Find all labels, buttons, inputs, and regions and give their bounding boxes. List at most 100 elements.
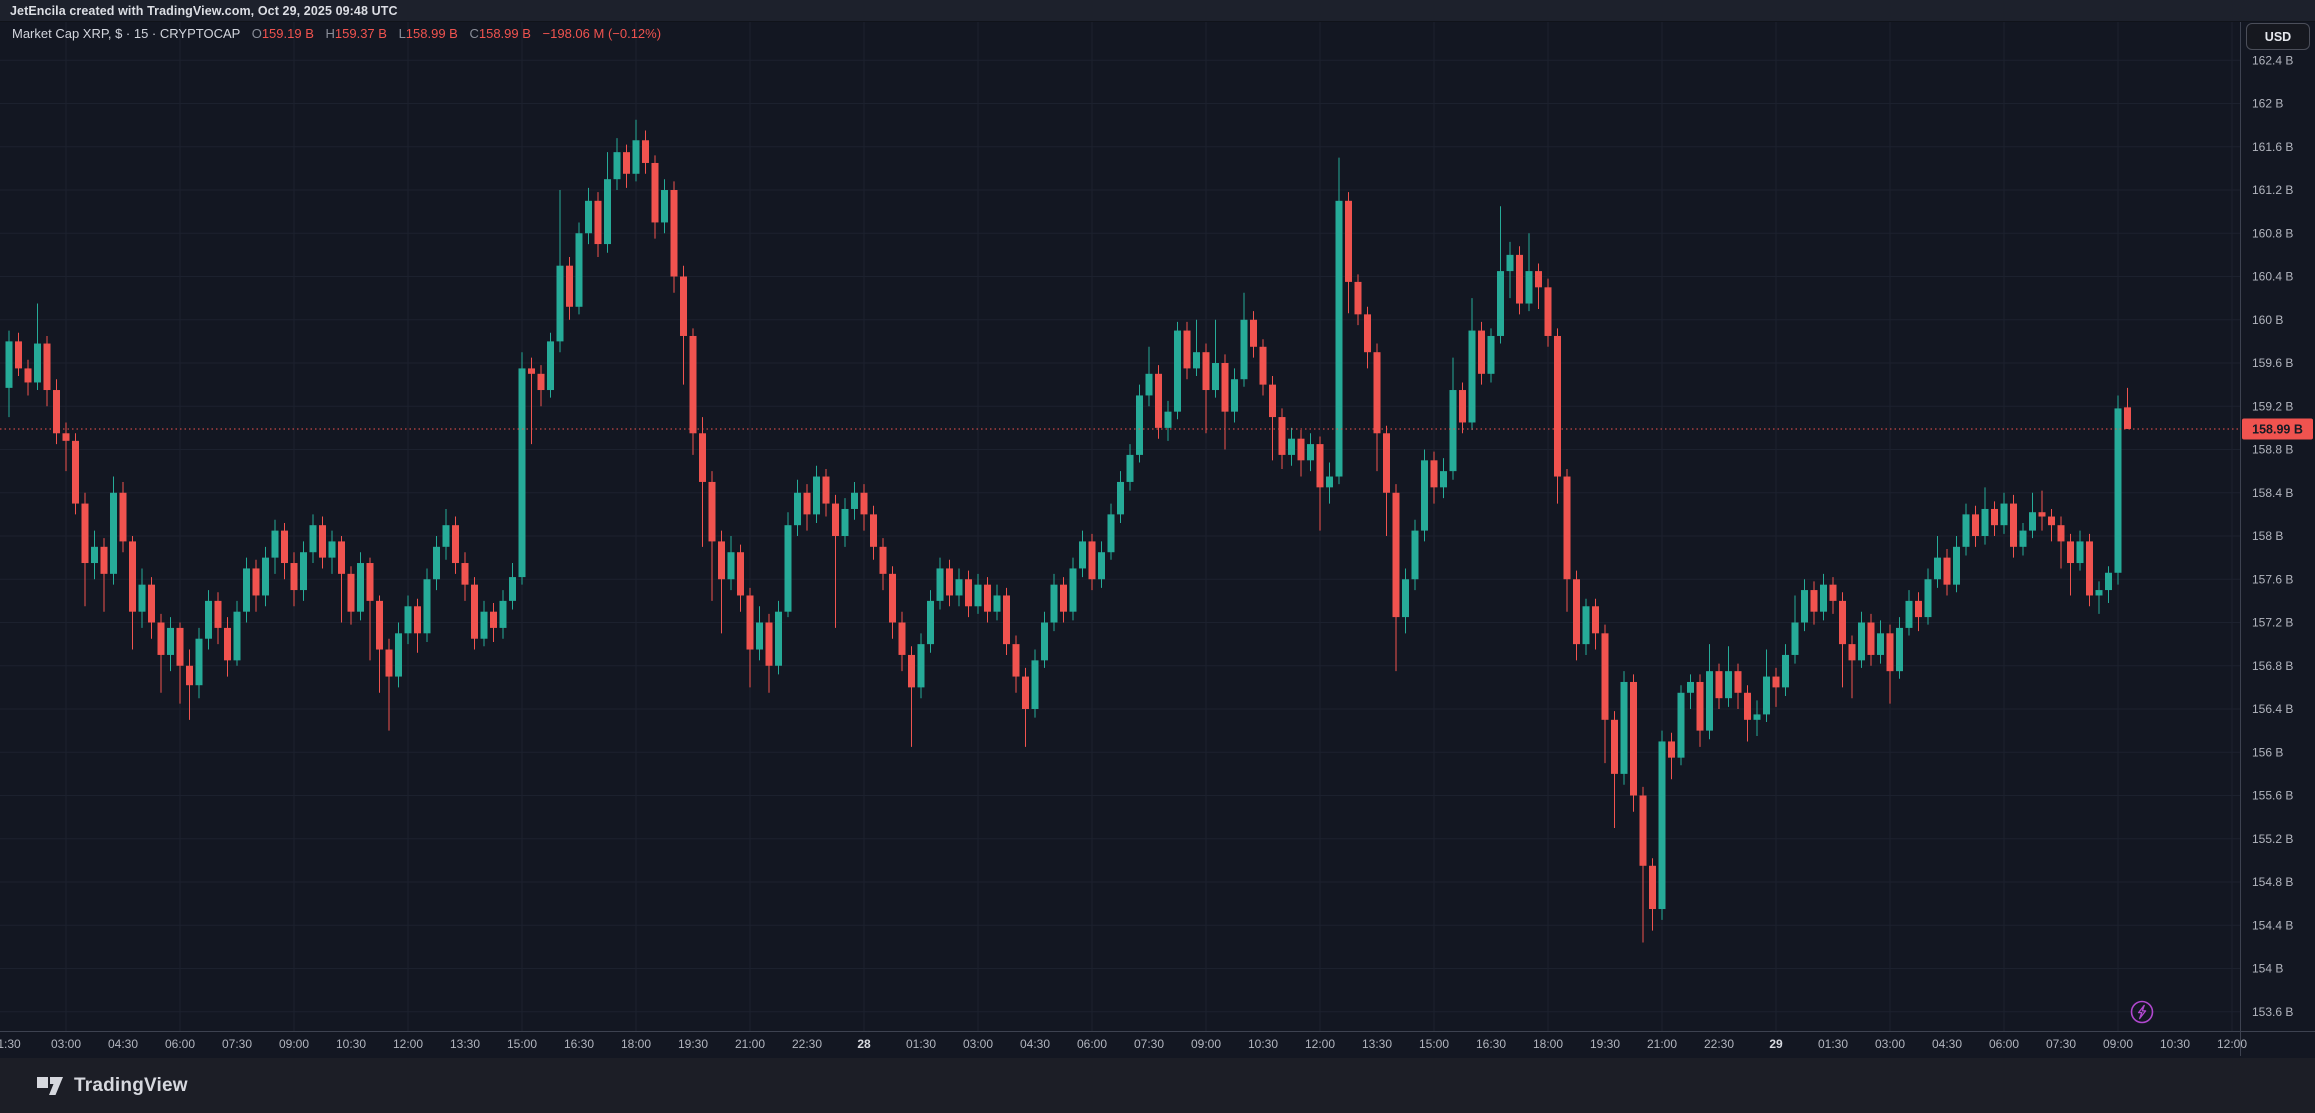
candle-down — [642, 140, 649, 163]
candle-up — [1145, 373, 1153, 396]
candle-down — [186, 665, 193, 686]
time-tick-label: 06:00 — [165, 1037, 195, 1051]
candle-down — [1639, 795, 1647, 866]
candle-up — [423, 579, 431, 634]
candle-down — [1611, 719, 1618, 774]
time-tick-label: 15:00 — [1419, 1037, 1449, 1051]
candle-up — [851, 492, 858, 509]
candle-up — [1164, 411, 1172, 428]
candle-down — [1601, 633, 1609, 720]
candle-down — [803, 492, 811, 515]
candle-down — [1972, 514, 1979, 536]
candle-up — [205, 600, 212, 639]
price-tick-label: 160 B — [2252, 313, 2283, 327]
close-label: C — [469, 26, 479, 41]
candle-down — [1022, 676, 1029, 709]
time-scale[interactable]: 1:30 03:00 04:30 06:00 07:30 09:00 10:30 12:00 1… — [0, 1037, 2247, 1051]
candle-down — [1715, 671, 1723, 699]
candle-up — [993, 595, 1001, 612]
candle-up — [1905, 600, 1913, 628]
price-tick-label: 159.6 B — [2252, 356, 2293, 370]
lightning-icon[interactable] — [2128, 998, 2156, 1026]
candle-down — [2067, 541, 2074, 564]
candle-up — [2000, 503, 2008, 526]
time-tick-label: 07:30 — [1134, 1037, 1164, 1051]
candle-down — [214, 600, 222, 628]
candle-up — [1753, 714, 1761, 720]
candle-down — [1478, 330, 1485, 374]
price-scale[interactable]: 162.4 B 162 B 161.6 B 161.2 B 160.8 B 160.4 B… — [2252, 53, 2293, 1019]
candle-down — [414, 606, 421, 634]
candle-down — [376, 600, 383, 650]
candle-down — [2048, 516, 2055, 526]
chart-legend[interactable]: Market Cap XRP, $ · 15 · CRYPTOCAP O159.… — [12, 26, 661, 41]
candle-down — [1354, 281, 1362, 315]
candle-down — [43, 343, 51, 391]
price-tick-label: 158.4 B — [2252, 486, 2293, 500]
price-tick-label: 158.8 B — [2252, 443, 2293, 457]
time-tick-label: 16:30 — [564, 1037, 594, 1051]
attribution-text: JetEncila created with TradingView.com, … — [10, 3, 398, 18]
time-tick-label: 21:00 — [735, 1037, 765, 1051]
candle-up — [2105, 572, 2112, 591]
candle-down — [566, 265, 573, 307]
candle-up — [1725, 671, 1732, 699]
candle-down — [1278, 417, 1286, 455]
candle-down — [765, 622, 773, 666]
price-tick-label: 154 B — [2252, 962, 2283, 976]
candle-down — [822, 476, 830, 504]
candle-up — [936, 568, 944, 601]
candle-up — [1791, 622, 1799, 655]
candle-up — [955, 579, 963, 596]
candle-down — [157, 622, 165, 655]
candle-up — [1763, 676, 1770, 715]
candle-up — [547, 341, 554, 391]
candle-up — [1402, 579, 1409, 618]
candle-down — [832, 503, 839, 536]
candle-up — [2029, 512, 2036, 531]
candle-up — [34, 343, 41, 383]
attribution-bar: JetEncila created with TradingView.com, … — [0, 0, 2315, 22]
candle-up — [2076, 541, 2084, 564]
candle-down — [594, 200, 602, 245]
price-tick-label: 157.6 B — [2252, 572, 2293, 586]
candle-up — [1107, 514, 1115, 553]
symbol-title[interactable]: Market Cap XRP, $ · 15 · CRYPTOCAP — [12, 26, 241, 41]
candle-down — [651, 162, 659, 223]
candle-up — [499, 600, 507, 628]
time-tick-day-marker: 28 — [857, 1037, 871, 1051]
candle-up — [2095, 590, 2103, 596]
time-tick-label: 07:30 — [222, 1037, 252, 1051]
candle-down — [1772, 676, 1780, 688]
candle-up — [1687, 681, 1694, 693]
time-tick-label: 06:00 — [1989, 1037, 2019, 1051]
candle-up — [1326, 476, 1333, 488]
time-tick-label: 19:30 — [1590, 1037, 1620, 1051]
candle-up — [974, 584, 982, 607]
candle-down — [53, 390, 60, 434]
close-value: 158.99 B — [478, 26, 531, 41]
candle-down — [718, 541, 725, 580]
candle-up — [233, 611, 241, 661]
tradingview-logo-icon[interactable] — [36, 1072, 64, 1100]
candle-down — [1696, 681, 1704, 731]
candle-down — [1155, 373, 1162, 428]
candle-down — [623, 152, 630, 174]
candle-up — [404, 606, 412, 634]
candle-up — [442, 525, 450, 547]
change-value: −198.06 M (−0.12%) — [542, 26, 662, 41]
candle-up — [357, 563, 364, 612]
candle-down — [1012, 644, 1020, 677]
time-tick-day-marker: 29 — [1769, 1037, 1783, 1051]
candle-up — [91, 546, 98, 564]
tradingview-brand-text[interactable]: TradingView — [74, 1074, 188, 1096]
candle-down — [870, 514, 877, 547]
currency-usd-button[interactable]: USD — [2246, 23, 2310, 50]
candle-down — [148, 584, 155, 623]
candle-down — [689, 335, 697, 434]
time-tick-label: 22:30 — [792, 1037, 822, 1051]
candle-down — [176, 627, 184, 666]
candle-down — [461, 563, 469, 585]
time-tick-label: 12:00 — [1305, 1037, 1335, 1051]
